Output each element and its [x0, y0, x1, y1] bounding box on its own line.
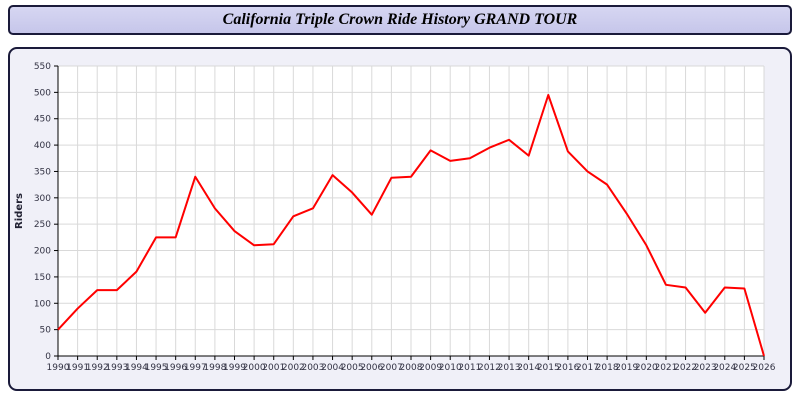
svg-text:2015: 2015 [537, 363, 560, 373]
svg-text:2008: 2008 [400, 363, 423, 373]
svg-text:2018: 2018 [596, 363, 619, 373]
svg-text:1998: 1998 [203, 363, 226, 373]
svg-text:2012: 2012 [478, 363, 501, 373]
svg-text:550: 550 [34, 62, 51, 72]
svg-text:2020: 2020 [635, 363, 658, 373]
svg-text:2017: 2017 [576, 363, 599, 373]
svg-text:2011: 2011 [458, 363, 481, 373]
svg-text:2000: 2000 [243, 363, 266, 373]
svg-text:1999: 1999 [223, 363, 246, 373]
svg-text:2005: 2005 [341, 363, 364, 373]
svg-text:400: 400 [34, 141, 51, 151]
svg-text:1990: 1990 [47, 363, 70, 373]
svg-text:2016: 2016 [556, 363, 579, 373]
svg-text:2014: 2014 [517, 363, 540, 373]
svg-text:1997: 1997 [184, 363, 207, 373]
svg-text:2010: 2010 [439, 363, 462, 373]
svg-text:1994: 1994 [125, 363, 148, 373]
chart-title: California Triple Crown Ride History GRA… [222, 11, 578, 28]
svg-text:2004: 2004 [321, 363, 344, 373]
svg-text:350: 350 [34, 167, 51, 177]
svg-text:2025: 2025 [733, 363, 756, 373]
svg-text:450: 450 [34, 115, 51, 125]
svg-text:2007: 2007 [380, 363, 403, 373]
svg-text:500: 500 [34, 88, 51, 98]
svg-text:1996: 1996 [164, 363, 187, 373]
svg-text:2021: 2021 [654, 363, 677, 373]
svg-text:2022: 2022 [674, 363, 697, 373]
svg-text:1995: 1995 [145, 363, 168, 373]
svg-text:100: 100 [34, 299, 51, 309]
svg-text:1992: 1992 [86, 363, 109, 373]
svg-text:2002: 2002 [282, 363, 305, 373]
svg-text:1993: 1993 [105, 363, 128, 373]
chart-panel: 0 50 100 150 200 250 300 350 400 450 500 550 1990 199… [8, 47, 792, 391]
svg-text:Riders: Riders [14, 193, 25, 229]
chart-title-bar: California Triple Crown Ride History GRA… [8, 5, 792, 35]
svg-text:2023: 2023 [694, 363, 717, 373]
svg-text:2026: 2026 [753, 363, 776, 373]
svg-text:0: 0 [45, 352, 51, 362]
svg-text:2019: 2019 [615, 363, 638, 373]
svg-text:2009: 2009 [419, 363, 442, 373]
svg-text:2003: 2003 [301, 363, 324, 373]
svg-text:150: 150 [34, 273, 51, 283]
svg-text:2001: 2001 [262, 363, 285, 373]
svg-text:300: 300 [34, 194, 51, 204]
svg-text:50: 50 [40, 326, 52, 336]
svg-text:2006: 2006 [360, 363, 383, 373]
svg-text:2024: 2024 [713, 363, 736, 373]
svg-text:2013: 2013 [498, 363, 521, 373]
svg-text:1991: 1991 [66, 363, 89, 373]
ride-history-line-chart: 0501001502002503003504004505005501990199… [14, 62, 776, 373]
svg-text:200: 200 [34, 247, 51, 257]
svg-text:250: 250 [34, 220, 51, 230]
